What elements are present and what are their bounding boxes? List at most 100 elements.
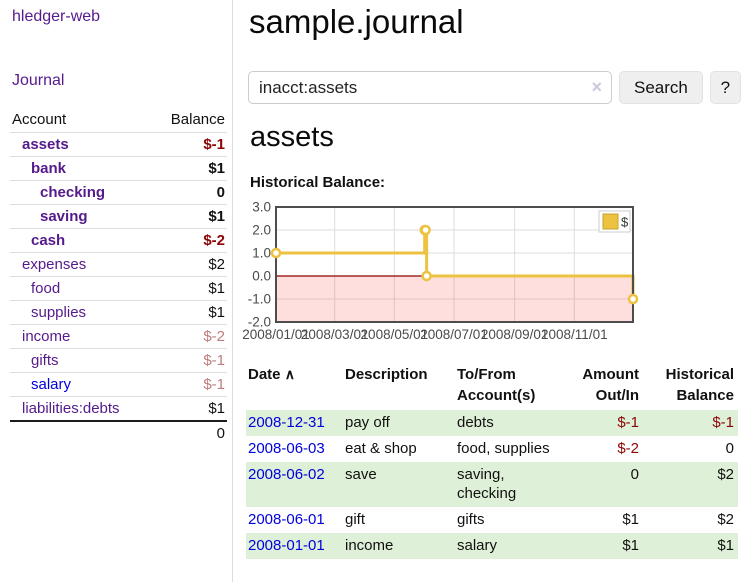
account-link[interactable]: gifts: [31, 352, 59, 369]
account-link[interactable]: income: [22, 328, 71, 345]
transaction-date-link[interactable]: 2008-06-02: [248, 466, 325, 483]
transaction-date-cell: 2008-12-31: [246, 410, 343, 436]
account-row: saving $1: [10, 204, 227, 229]
transaction-date-link[interactable]: 2008-06-01: [248, 511, 325, 528]
plot-border: [275, 206, 634, 323]
account-balance: 0: [151, 180, 227, 205]
account-row: food $1: [10, 276, 227, 301]
accounts-total-value: 0: [151, 420, 227, 445]
y-tick-label: -1.0: [248, 292, 271, 307]
data-point: [627, 293, 639, 305]
account-cell: assets: [10, 132, 152, 157]
search-button[interactable]: Search: [619, 71, 703, 104]
account-balance: $-1: [151, 372, 227, 397]
transaction-row[interactable]: 2008-12-31 pay off debts $-1 $-1: [246, 410, 738, 436]
transaction-balance-cell: $1: [717, 537, 734, 554]
account-row: salary $-1: [10, 372, 227, 397]
account-link[interactable]: cash: [31, 232, 66, 249]
register-header-row: Date ∧ Description To/From Account(s) Am…: [246, 362, 738, 410]
register-header-amount: Amount Out/In: [582, 366, 639, 404]
account-link[interactable]: supplies: [31, 304, 87, 321]
transaction-date-link[interactable]: 2008-12-31: [248, 414, 325, 431]
register-header-accounts: To/From Account(s): [457, 366, 536, 404]
transaction-accounts-cell: gifts: [457, 511, 485, 528]
account-balance: $1: [151, 204, 227, 229]
account-cell: expenses: [10, 252, 152, 277]
account-balance: $2: [151, 252, 227, 277]
register-table: Date ∧ Description To/From Account(s) Am…: [246, 362, 738, 559]
transaction-row[interactable]: 2008-01-01 income salary $1 $1: [246, 533, 738, 559]
account-balance: $1: [151, 156, 227, 181]
transaction-row[interactable]: 2008-06-02 save saving, checking 0 $2: [246, 462, 738, 507]
account-balance: $1: [151, 276, 227, 301]
transaction-date-link[interactable]: 2008-01-01: [248, 537, 325, 554]
clear-search-icon[interactable]: ×: [591, 77, 602, 97]
transaction-amount-cell: $-1: [617, 414, 639, 431]
account-cell: income: [10, 324, 152, 349]
x-tick-label: 2008/01/01: [242, 327, 310, 342]
transaction-date-cell: 2008-01-01: [246, 533, 343, 559]
y-tick-label: -2.0: [248, 315, 271, 330]
x-tick-label: 2008/07/01: [420, 327, 488, 342]
account-link[interactable]: saving: [40, 208, 88, 225]
sidebar: hledger-web Journal Account Balance asse…: [0, 0, 233, 582]
account-cell: bank: [10, 156, 152, 181]
accounts-header-account: Account: [12, 111, 67, 128]
search-field-wrap: ×: [248, 71, 612, 104]
transaction-balance-cell: 0: [725, 440, 734, 457]
account-row: liabilities:debts $1: [10, 396, 227, 421]
account-row: supplies $1: [10, 300, 227, 325]
legend-swatch: [602, 213, 619, 230]
accounts-total-row: 0: [10, 420, 227, 445]
account-link[interactable]: bank: [31, 160, 67, 177]
account-cell: cash: [10, 228, 152, 253]
account-row: bank $1: [10, 156, 227, 181]
help-button[interactable]: ?: [709, 71, 741, 104]
historical-balance-chart[interactable]: $3.0 2.0 1.0 0.0 -1.0 -2.02008/01/012008/03/0…: [242, 200, 742, 348]
transaction-date-link[interactable]: 2008-06-03: [248, 440, 325, 457]
transaction-date-cell: 2008-06-02: [246, 462, 343, 507]
account-balance: $1: [151, 300, 227, 325]
account-link[interactable]: checking: [40, 184, 106, 201]
transaction-row[interactable]: 2008-06-01 gift gifts $1 $2: [246, 507, 738, 533]
transaction-date-cell: 2008-06-01: [246, 507, 343, 533]
account-link[interactable]: assets: [22, 136, 69, 153]
accounts-header-row: Account Balance: [10, 108, 227, 133]
page-title: sample.journal: [249, 3, 464, 40]
transaction-accounts-cell: salary: [457, 537, 498, 554]
app-brand-link[interactable]: hledger-web: [12, 8, 101, 25]
x-tick-label: 2008/09/01: [481, 327, 549, 342]
transaction-date-cell: 2008-06-03: [246, 436, 343, 462]
transaction-balance-cell: $-1: [712, 414, 734, 431]
account-cell: gifts: [10, 348, 152, 373]
negative-region: [276, 276, 633, 322]
account-row: expenses $2: [10, 252, 227, 277]
y-tick-label: 2.0: [252, 223, 271, 238]
date-header-label: Date: [248, 366, 281, 383]
x-tick-label: 2008/11/01: [541, 327, 608, 342]
data-point: [420, 224, 431, 236]
legend-label: $: [621, 215, 629, 230]
account-cell: salary: [10, 372, 152, 397]
account-link[interactable]: liabilities:debts: [22, 400, 120, 417]
transaction-row[interactable]: 2008-06-03 eat & shop food, supplies $-2 0: [246, 436, 738, 462]
sort-ascending-icon: ∧: [284, 366, 295, 382]
data-point: [421, 270, 432, 282]
transaction-description-cell: save: [345, 466, 377, 483]
account-link[interactable]: salary: [31, 376, 72, 393]
account-cell: checking: [10, 180, 152, 205]
transaction-amount-cell: $-2: [617, 440, 639, 457]
account-link[interactable]: food: [31, 280, 61, 297]
accounts-total-spacer: [10, 420, 152, 445]
search-input[interactable]: [248, 71, 612, 104]
account-cell: food: [10, 276, 152, 301]
transaction-description-cell: eat & shop: [345, 440, 417, 457]
account-cell: liabilities:debts: [10, 396, 152, 421]
register-header-date[interactable]: Date ∧: [246, 362, 343, 410]
transaction-description-cell: gift: [345, 511, 366, 528]
account-link[interactable]: expenses: [22, 256, 87, 273]
account-row: gifts $-1: [10, 348, 227, 373]
sidebar-item-journal[interactable]: Journal: [12, 72, 65, 89]
account-cell: saving: [10, 204, 152, 229]
x-tick-label: 2008/03/01: [301, 327, 369, 342]
